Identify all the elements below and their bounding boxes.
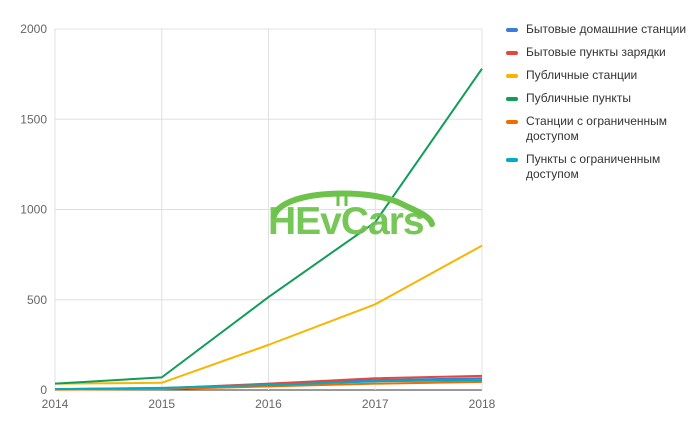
series-line-5 — [54, 380, 483, 391]
legend-label: Публичные пункты — [526, 91, 631, 105]
legend-item: Публичные пункты — [506, 91, 696, 106]
legend-swatch — [506, 51, 518, 55]
legend-label: Бытовые домашние станции — [526, 22, 687, 36]
legend-item: Бытовые пункты зарядки — [506, 45, 696, 60]
legend-label: Публичные станции — [526, 68, 638, 82]
y-tick-label: 1000 — [20, 203, 47, 217]
y-tick-label: 2000 — [20, 22, 47, 36]
y-tick-label: 0 — [40, 383, 47, 397]
legend-item: Станции с ограниченным доступом — [506, 114, 696, 144]
legend-swatch — [506, 120, 518, 124]
x-tick-label: 2015 — [148, 397, 175, 411]
legend-item: Публичные станции — [506, 68, 696, 83]
legend-swatch — [506, 97, 518, 101]
hevcars-watermark: HEvCars — [268, 186, 436, 248]
legend-swatch — [506, 28, 518, 32]
legend: Бытовые домашние станции Бытовые пункты з… — [506, 22, 696, 190]
legend-swatch — [506, 158, 518, 162]
legend-swatch — [506, 74, 518, 78]
x-tick-label: 2014 — [42, 397, 69, 411]
series-line-3 — [54, 244, 483, 385]
legend-label: Бытовые пункты зарядки — [526, 45, 666, 59]
legend-item: Пункты с ограниченным доступом — [506, 152, 696, 182]
x-tick-label: 2018 — [469, 397, 496, 411]
legend-label: Пункты с ограниченным доступом — [526, 152, 661, 181]
y-tick-label: 1500 — [20, 112, 47, 126]
series-line-4 — [54, 68, 483, 385]
y-tick-label: 500 — [27, 293, 47, 307]
legend-item: Бытовые домашние станции — [506, 22, 696, 37]
car-outline-icon — [271, 190, 435, 227]
legend-label: Станции с ограниченным доступом — [526, 114, 668, 143]
series-line-6 — [54, 379, 483, 391]
x-tick-label: 2017 — [362, 397, 389, 411]
watermark-text: HEvCars — [268, 200, 425, 243]
x-tick-label: 2016 — [255, 397, 282, 411]
